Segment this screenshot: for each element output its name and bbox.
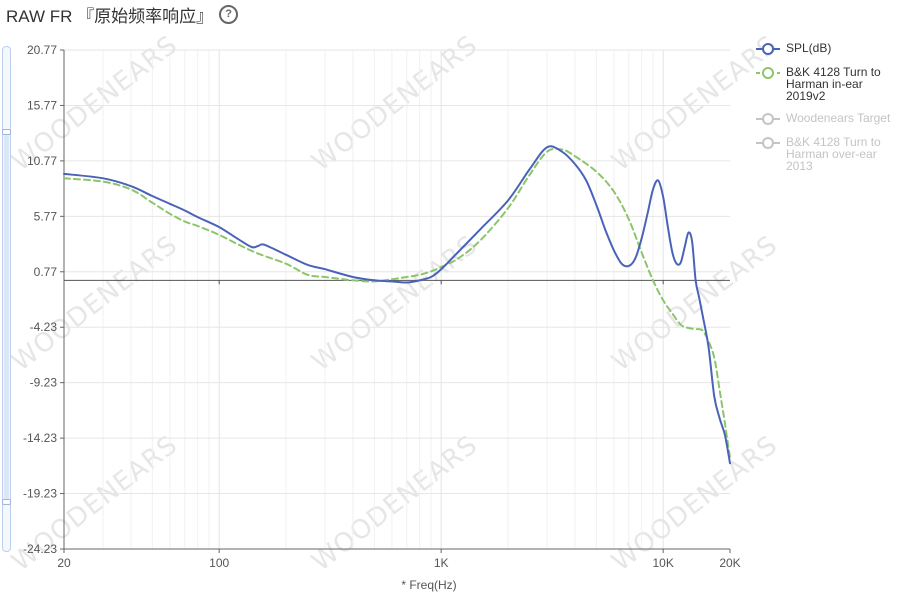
legend-label: B&K 4128 Turn to Harman in-ear 2019v2 [786, 65, 881, 103]
watermark-text: WOODENEARS [307, 430, 484, 578]
chart-axes: 20.77 15.77 10.77 5.77 0.77 -4.23 -9.23 -14.23 -… [23, 43, 741, 570]
y-tick-label: -14.23 [23, 431, 57, 445]
y-tick-label: -4.23 [30, 320, 58, 334]
y-zoom-handle-bottom[interactable] [2, 499, 11, 505]
legend-item[interactable]: B&K 4128 Turn to Harman over-ear 2013 [756, 136, 900, 172]
legend-item[interactable]: SPL(dB) [756, 42, 900, 56]
help-icon[interactable]: ? [219, 4, 239, 24]
chart-title-bar: RAW FR 『原始频率响应』 ? [6, 2, 239, 26]
watermark-text: WOODENEARS [7, 230, 184, 378]
chart-grid [64, 49, 730, 550]
series-line-harman-in-ear [63, 147, 731, 459]
y-tick-label: -19.23 [23, 487, 57, 501]
y-tick-label: -24.23 [23, 542, 57, 556]
y-tick-label: 20.77 [27, 43, 57, 57]
legend-label: Woodenears Target [786, 111, 891, 125]
y-zoom-slider[interactable] [2, 46, 11, 552]
x-tick-label: 20K [719, 556, 740, 570]
x-axis-label: * Freq(Hz) [401, 578, 456, 592]
y-tick-label: -9.23 [30, 376, 58, 390]
chart-title: RAW FR 『原始频率响应』 [6, 6, 214, 26]
legend-item[interactable]: B&K 4128 Turn to Harman in-ear 2019v2 [756, 66, 900, 102]
x-tick-label: 100 [209, 556, 229, 570]
watermark-layer: WOODENEARS WOODENEARS WOODENEARS WOODENEARS… [7, 30, 784, 578]
legend-marker-icon [756, 113, 780, 125]
watermark-text: WOODENEARS [607, 230, 784, 378]
x-tick-label: 10K [652, 556, 673, 570]
series-line-spl [63, 145, 731, 465]
legend-item[interactable]: Woodenears Target [756, 112, 900, 126]
legend-label: B&K 4128 Turn to Harman over-ear 2013 [786, 135, 881, 173]
watermark-text: WOODENEARS [607, 430, 784, 578]
watermark-text: WOODENEARS [307, 30, 484, 178]
y-tick-label: 15.77 [27, 98, 57, 112]
y-zoom-handle-top[interactable] [2, 129, 11, 135]
y-zoom-range[interactable] [4, 131, 9, 503]
y-tick-label: 10.77 [27, 154, 57, 168]
y-tick-label: 5.77 [34, 209, 58, 223]
legend-marker-icon [756, 43, 780, 55]
chart-series [63, 145, 731, 465]
x-tick-label: 20 [57, 556, 71, 570]
legend-marker-icon [756, 67, 780, 79]
x-tick-label: 1K [434, 556, 449, 570]
legend-label: SPL(dB) [786, 41, 832, 55]
y-tick-label: 0.77 [34, 265, 58, 279]
legend-marker-icon [756, 137, 780, 149]
chart-legend: SPL(dB) B&K 4128 Turn to Harman in-ear 20… [756, 42, 900, 182]
